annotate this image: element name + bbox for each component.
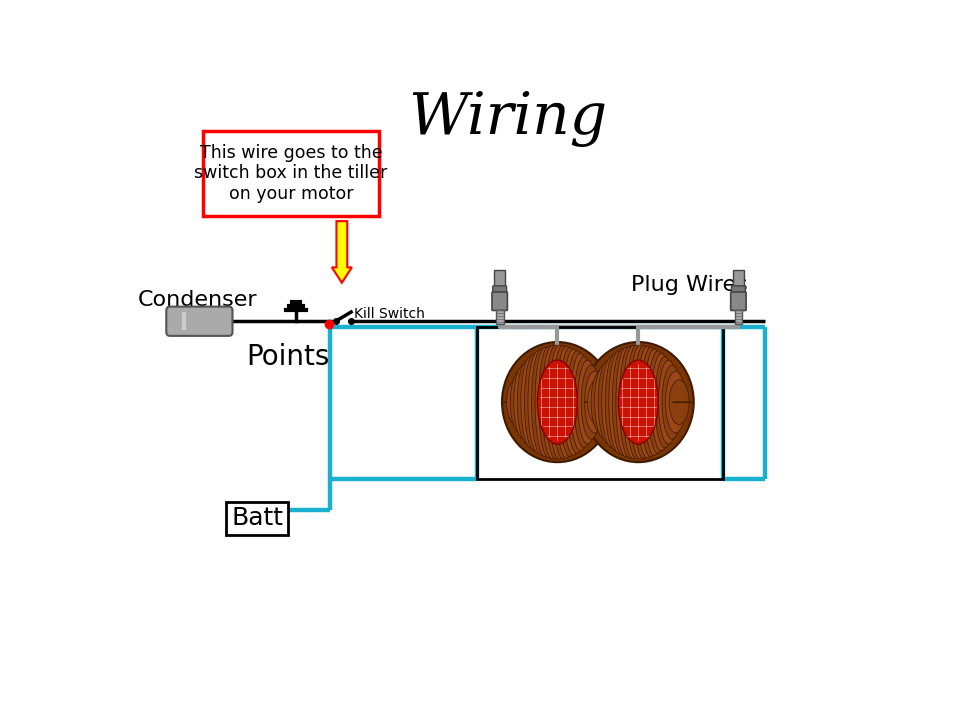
Bar [494,270,505,287]
Ellipse shape [594,365,614,439]
FancyBboxPatch shape [731,292,746,310]
Ellipse shape [581,365,601,439]
Ellipse shape [535,347,555,457]
Ellipse shape [616,347,636,457]
Ellipse shape [637,346,658,458]
Ellipse shape [574,356,594,448]
Bar [733,270,744,287]
Ellipse shape [564,349,584,455]
Ellipse shape [648,351,668,454]
Ellipse shape [627,345,646,459]
Ellipse shape [549,345,569,459]
Ellipse shape [553,346,573,459]
Ellipse shape [524,354,544,451]
Ellipse shape [630,345,650,459]
Ellipse shape [514,365,534,439]
Ellipse shape [605,354,625,451]
Text: Condenser: Condenser [138,290,257,310]
Ellipse shape [634,346,654,459]
Ellipse shape [502,342,612,462]
Ellipse shape [585,371,605,433]
FancyArrow shape [332,221,352,283]
Ellipse shape [644,349,664,455]
FancyBboxPatch shape [166,307,232,336]
Ellipse shape [557,346,576,458]
Ellipse shape [619,346,639,458]
Ellipse shape [618,360,659,444]
Ellipse shape [640,347,660,457]
FancyBboxPatch shape [732,286,745,294]
Ellipse shape [588,379,608,425]
Text: This wire goes to the
switch box in the tiller
on your motor: This wire goes to the switch box in the … [195,143,388,203]
Text: Plug Wires: Plug Wires [631,275,747,295]
Ellipse shape [545,345,565,459]
Ellipse shape [567,351,587,454]
Ellipse shape [598,360,618,444]
FancyBboxPatch shape [492,286,507,294]
Ellipse shape [521,356,540,448]
Ellipse shape [652,354,671,451]
Ellipse shape [507,379,527,425]
Ellipse shape [623,346,643,459]
Ellipse shape [659,360,679,444]
Ellipse shape [570,354,590,451]
FancyBboxPatch shape [492,292,508,310]
Ellipse shape [517,360,538,444]
Ellipse shape [532,349,551,455]
Ellipse shape [542,346,563,459]
Text: Kill Switch: Kill Switch [354,307,425,320]
Bar [734,310,742,323]
Ellipse shape [510,371,530,433]
Ellipse shape [591,371,611,433]
Ellipse shape [588,379,609,425]
Bar [204,131,379,216]
Ellipse shape [602,356,622,448]
Text: Points: Points [247,343,329,371]
Text: Wiring: Wiring [408,91,607,147]
Bar [227,502,288,534]
Ellipse shape [583,342,694,462]
Ellipse shape [612,349,633,455]
Bar [476,327,723,479]
Ellipse shape [609,351,629,454]
Ellipse shape [662,365,682,439]
Ellipse shape [528,351,548,454]
Ellipse shape [560,347,580,457]
Text: Batt: Batt [231,506,283,531]
Ellipse shape [538,360,578,444]
Ellipse shape [655,356,675,448]
Ellipse shape [578,360,597,444]
Ellipse shape [539,346,559,458]
Ellipse shape [669,379,689,425]
Ellipse shape [665,371,685,433]
Bar [496,310,504,323]
